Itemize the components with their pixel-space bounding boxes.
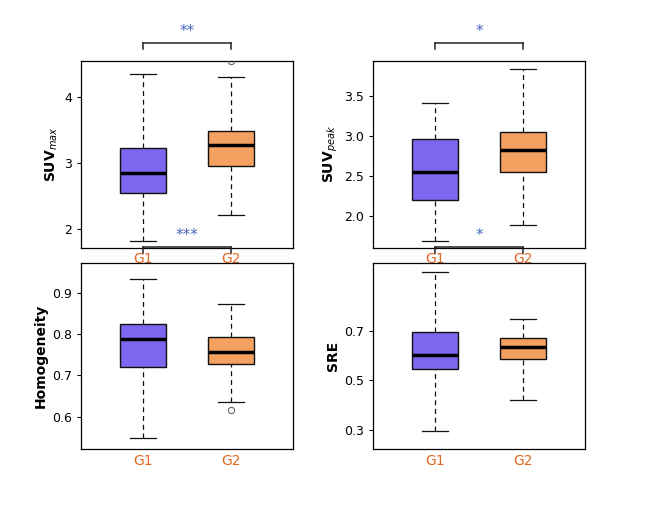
Bar bbox=[208, 337, 254, 364]
Bar bbox=[500, 337, 546, 359]
Bar bbox=[208, 131, 254, 166]
Text: **: ** bbox=[179, 24, 195, 38]
Bar bbox=[412, 138, 458, 200]
Text: *: * bbox=[475, 24, 483, 38]
Bar bbox=[120, 148, 166, 193]
Bar bbox=[412, 332, 458, 369]
Y-axis label: SUV$_{peak}$: SUV$_{peak}$ bbox=[322, 125, 340, 183]
Y-axis label: SUV$_{max}$: SUV$_{max}$ bbox=[44, 126, 60, 182]
Bar bbox=[500, 132, 546, 172]
Bar bbox=[120, 324, 166, 367]
Text: ***: *** bbox=[176, 228, 198, 242]
Y-axis label: Homogeneity: Homogeneity bbox=[34, 304, 48, 408]
Y-axis label: SRE: SRE bbox=[326, 341, 340, 371]
Text: *: * bbox=[475, 228, 483, 242]
